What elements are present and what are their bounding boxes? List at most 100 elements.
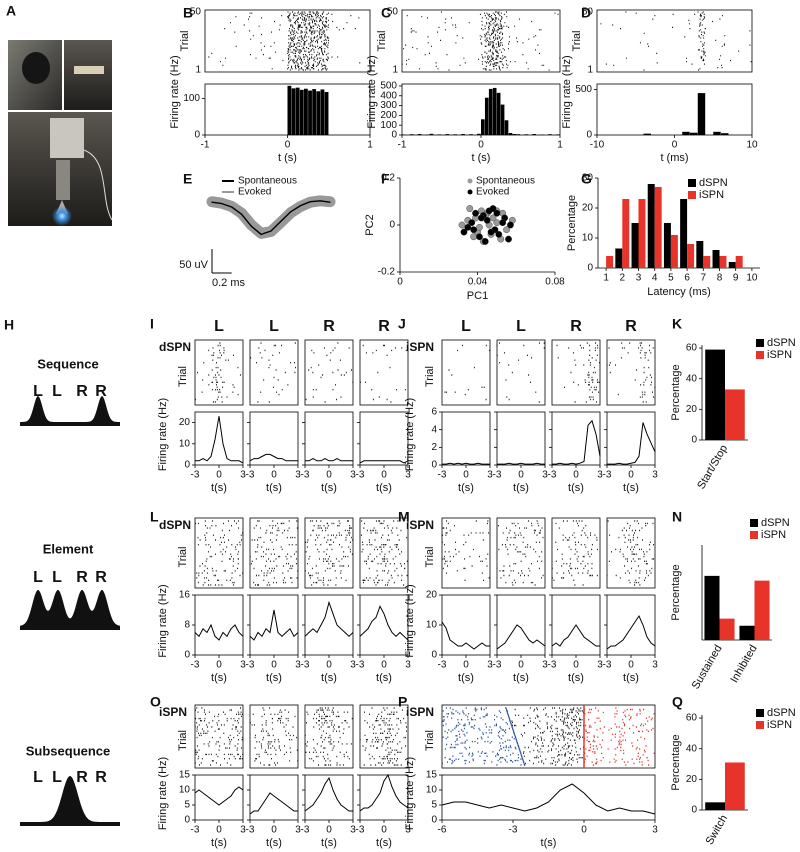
x-tick-label: 1 bbox=[557, 140, 563, 151]
psth-line bbox=[551, 624, 600, 647]
bar bbox=[312, 89, 317, 135]
x-tick-label: 3 bbox=[597, 660, 603, 671]
raster-spikes bbox=[249, 520, 299, 586]
y-tick-label: 500 bbox=[380, 81, 397, 92]
y-axis-label: Firing rate (Hz) bbox=[404, 398, 416, 471]
x-tick-label: 0 bbox=[518, 660, 524, 671]
raster-label: Trial bbox=[376, 31, 388, 52]
y-tick-label: 0 bbox=[194, 130, 200, 141]
legend-swatch bbox=[688, 191, 696, 199]
schematic-letter: L bbox=[33, 769, 43, 786]
raster-tick-label: 1 bbox=[195, 65, 201, 76]
bar bbox=[712, 250, 720, 268]
x-tick-label: 0 bbox=[271, 660, 277, 671]
category-label: 7 bbox=[701, 273, 707, 284]
point bbox=[493, 209, 501, 217]
schematic-letter: R bbox=[76, 769, 88, 786]
raster-frame bbox=[359, 517, 409, 589]
bar bbox=[690, 132, 698, 135]
raster-label: Trial bbox=[177, 366, 189, 387]
category-label: 3 bbox=[636, 273, 642, 284]
x-tick-label: 3 bbox=[240, 470, 246, 481]
y-tick-label: 0 bbox=[184, 650, 190, 661]
bar bbox=[320, 89, 325, 135]
x-tick-label: 0 bbox=[581, 825, 587, 836]
bar bbox=[725, 389, 745, 440]
psth-line bbox=[249, 609, 299, 641]
raster-spikes bbox=[441, 520, 490, 581]
x-tick-label: -3 bbox=[509, 825, 518, 836]
x-axis-label: t(s) bbox=[623, 672, 639, 684]
bar bbox=[615, 248, 623, 268]
panel-label: G bbox=[581, 171, 592, 187]
y-tick-label: 10 bbox=[426, 620, 438, 631]
raster-spikes bbox=[551, 520, 598, 586]
bar bbox=[504, 120, 509, 135]
psth-line bbox=[194, 786, 244, 806]
x-tick-label: -3 bbox=[301, 660, 310, 671]
y-axis-label: PC2 bbox=[364, 214, 376, 235]
psth-frame bbox=[606, 411, 656, 466]
point bbox=[458, 221, 466, 229]
raster-label: Trial bbox=[179, 31, 191, 52]
bar bbox=[606, 256, 614, 268]
raster-frame bbox=[359, 339, 409, 406]
y-tick-label: 10 bbox=[582, 233, 594, 244]
raster-label: Trial bbox=[177, 730, 189, 751]
raster-spikes bbox=[441, 707, 526, 766]
point bbox=[505, 235, 512, 243]
bar bbox=[654, 187, 662, 268]
x-axis-label: t(s) bbox=[513, 672, 529, 684]
y-tick-label: 300 bbox=[380, 100, 397, 111]
raster-spikes bbox=[249, 707, 299, 766]
x-tick-label: 3 bbox=[405, 470, 411, 481]
legend-label: dSPN bbox=[761, 517, 790, 529]
x-tick-label: 0 bbox=[628, 660, 634, 671]
bar bbox=[484, 97, 489, 135]
psth-line bbox=[194, 623, 244, 641]
psth-line bbox=[359, 460, 409, 464]
psth-frame bbox=[304, 411, 354, 466]
x-tick-label: -3 bbox=[191, 470, 200, 481]
x-axis-label: t(s) bbox=[266, 837, 282, 849]
bar bbox=[299, 89, 304, 135]
x-axis-label: t(s) bbox=[568, 482, 584, 494]
column-header: R bbox=[323, 318, 335, 335]
point bbox=[472, 209, 479, 217]
raster-frame bbox=[496, 517, 546, 589]
point bbox=[503, 226, 510, 234]
legend-swatch bbox=[750, 531, 758, 539]
raster-frame bbox=[401, 9, 561, 73]
x-tick-label: -3 bbox=[493, 470, 502, 481]
legend-label: dSPN bbox=[767, 707, 796, 719]
bar bbox=[492, 87, 497, 135]
legend-label: Evoked bbox=[476, 187, 509, 198]
y-tick-label: 60 bbox=[686, 713, 698, 724]
x-tick-label: -6 bbox=[438, 825, 447, 836]
y-tick-label: 0 bbox=[431, 815, 437, 826]
raster-frame bbox=[249, 339, 299, 406]
bar bbox=[719, 256, 727, 268]
y-tick-label: 5 bbox=[431, 800, 437, 811]
bar bbox=[697, 93, 706, 135]
bar bbox=[728, 262, 736, 268]
legend-swatch bbox=[756, 339, 764, 347]
bar bbox=[719, 618, 735, 640]
x-tick-label: 10 bbox=[746, 140, 758, 151]
raster-spikes bbox=[401, 11, 561, 71]
category-label: 5 bbox=[668, 273, 674, 284]
legend-label: iSPN bbox=[767, 719, 792, 731]
x-tick-label: -3 bbox=[246, 660, 255, 671]
bar bbox=[631, 223, 639, 268]
schematic-letter: R bbox=[95, 383, 107, 400]
raster-frame bbox=[204, 9, 371, 73]
x-tick-label: 3 bbox=[240, 825, 246, 836]
point bbox=[489, 205, 497, 212]
legend-swatch bbox=[750, 519, 758, 527]
panel-label: H bbox=[4, 317, 14, 333]
photo-panel: A bbox=[6, 3, 113, 226]
raster-label: Trial bbox=[424, 366, 436, 387]
x-tick-label: 0 bbox=[478, 140, 484, 151]
waveform-trace bbox=[211, 200, 331, 236]
